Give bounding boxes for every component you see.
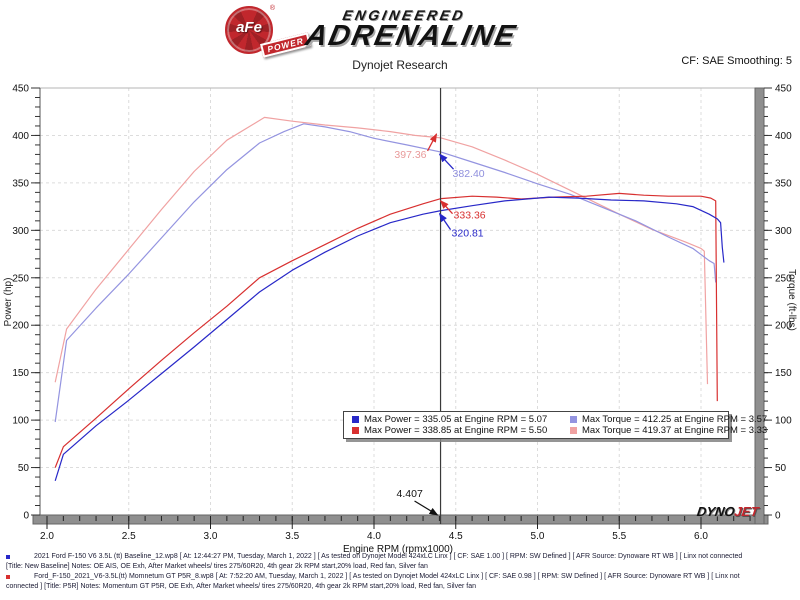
svg-text:0: 0 xyxy=(23,511,29,522)
svg-text:350: 350 xyxy=(12,178,29,189)
run-info-baseline: 2021 Ford F-150 V6 3.5L (tt) Baseline_12… xyxy=(4,552,798,572)
legend-label: Max Torque = 412.25 at Engine RPM = 3.57 xyxy=(582,414,768,425)
svg-text:5.0: 5.0 xyxy=(531,531,545,542)
svg-text:50: 50 xyxy=(18,463,30,474)
run-info-text: 2021 Ford F-150 V6 3.5L (tt) Baseline_12… xyxy=(34,553,743,560)
svg-text:3.0: 3.0 xyxy=(204,531,218,542)
left-axis: 0 50 100 150 200 250 300 350 400 450 xyxy=(12,84,40,522)
annotation-320.81: 320.81 xyxy=(438,212,484,240)
legend-label: Max Power = 338.85 at Engine RPM = 5.50 xyxy=(364,425,548,436)
right-axis-bar xyxy=(754,87,765,525)
svg-text:4.5: 4.5 xyxy=(449,531,463,542)
legend-entry-max-torque-baseline: Max Torque = 412.25 at Engine RPM = 3.57 xyxy=(570,414,767,425)
svg-text:350: 350 xyxy=(775,178,792,189)
svg-text:320.81: 320.81 xyxy=(452,228,484,240)
svg-text:5.5: 5.5 xyxy=(612,531,626,542)
run-info-footer: 2021 Ford F-150 V6 3.5L (tt) Baseline_12… xyxy=(4,552,798,592)
brand-adrenaline-text: ADRENALINE xyxy=(302,20,520,52)
registered-mark: ® xyxy=(269,5,275,12)
svg-text:6.0: 6.0 xyxy=(694,531,708,542)
svg-text:300: 300 xyxy=(775,226,792,237)
run-info-text: connected ] [Title: P5R] Notes: Momentum… xyxy=(6,583,476,590)
run-info-text: [Title: New Baseline] Notes: OE AIS, OE … xyxy=(6,563,428,570)
svg-text:250: 250 xyxy=(775,273,792,284)
svg-text:4.0: 4.0 xyxy=(367,531,381,542)
svg-text:3.5: 3.5 xyxy=(285,531,299,542)
smoothing-setting-label: CF: SAE Smoothing: 5 xyxy=(681,55,792,67)
dynojet-logo-jet: JET xyxy=(733,504,760,519)
run-info-momentum: Ford_F-150_2021_V6-3.5L(tt) Momnetum GT … xyxy=(4,572,798,592)
cursor-value-callout: 4.407 xyxy=(397,488,439,516)
svg-text:300: 300 xyxy=(12,226,29,237)
afe-logo-text: aFe xyxy=(236,19,262,36)
legend-swatch-power-baseline xyxy=(352,416,359,423)
svg-text:100: 100 xyxy=(775,416,792,427)
run-bullet-baseline xyxy=(6,555,10,559)
svg-text:100: 100 xyxy=(12,416,29,427)
svg-text:400: 400 xyxy=(12,131,29,142)
gridlines xyxy=(40,88,755,515)
legend-swatch-power-momentum xyxy=(352,427,359,434)
annotation-397.36: 397.36 xyxy=(394,133,438,161)
run-info-text: Ford_F-150_2021_V6-3.5L(tt) Momnetum GT … xyxy=(34,573,740,580)
run-bullet-momentum xyxy=(6,575,10,579)
svg-text:4.407: 4.407 xyxy=(397,488,423,500)
svg-text:250: 250 xyxy=(12,273,29,284)
legend-entry-max-power-baseline: Max Power = 335.05 at Engine RPM = 5.07 xyxy=(352,414,570,425)
svg-text:0: 0 xyxy=(775,511,781,522)
svg-text:450: 450 xyxy=(775,84,792,95)
right-axis: 0 50 100 150 200 250 300 350 400 450 xyxy=(764,84,792,522)
svg-text:200: 200 xyxy=(775,321,792,332)
svg-text:2.5: 2.5 xyxy=(122,531,136,542)
dynojet-logo: DYNOJET xyxy=(696,504,760,519)
svg-text:150: 150 xyxy=(775,368,792,379)
series-torque-momentum-gt xyxy=(54,116,709,385)
svg-text:397.36: 397.36 xyxy=(394,149,426,161)
svg-text:150: 150 xyxy=(12,368,29,379)
legend-label: Max Power = 335.05 at Engine RPM = 5.07 xyxy=(364,414,548,425)
dynojet-logo-dyno: DYNO xyxy=(695,504,736,519)
x-axis-label: Engine RPM (rpmx1000) xyxy=(343,544,453,555)
annotation-382.40: 382.40 xyxy=(438,153,485,180)
svg-text:382.40: 382.40 xyxy=(453,168,485,180)
svg-text:50: 50 xyxy=(775,463,787,474)
legend-label: Max Torque = 419.37 at Engine RPM = 3.33 xyxy=(582,425,768,436)
afe-power-logo-icon: aFe ® POWER xyxy=(225,5,312,58)
legend-swatch-torque-momentum xyxy=(570,427,577,434)
afe-adrenaline-logo: aFe ® POWER ENGINEERED ADRENALINE xyxy=(210,3,590,58)
series-power-momentum-gt xyxy=(54,192,718,468)
svg-text:333.36: 333.36 xyxy=(454,210,486,222)
svg-text:2.0: 2.0 xyxy=(40,531,54,542)
y-axis-label-right: Torque (ft-lbs) xyxy=(786,269,797,331)
legend-entry-max-torque-momentum: Max Torque = 419.37 at Engine RPM = 3.33 xyxy=(570,425,767,436)
chart-title: Dynojet Research xyxy=(352,58,448,72)
svg-text:200: 200 xyxy=(12,321,29,332)
legend: Max Power = 335.05 at Engine RPM = 5.07 … xyxy=(343,411,767,439)
series-torque-baseline xyxy=(54,123,717,423)
annotation-333.36: 333.36 xyxy=(439,199,486,222)
legend-swatch-torque-baseline xyxy=(570,416,577,423)
bottom-axis: 2.0 2.5 3.0 3.5 4.0 4.5 5.0 5.5 6.0 xyxy=(40,516,751,542)
legend-entry-max-power-momentum: Max Power = 338.85 at Engine RPM = 5.50 xyxy=(352,425,570,436)
y-axis-label-left: Power (hp) xyxy=(3,278,14,327)
x-axis-bar xyxy=(32,514,769,525)
svg-text:450: 450 xyxy=(12,84,29,95)
svg-text:400: 400 xyxy=(775,131,792,142)
